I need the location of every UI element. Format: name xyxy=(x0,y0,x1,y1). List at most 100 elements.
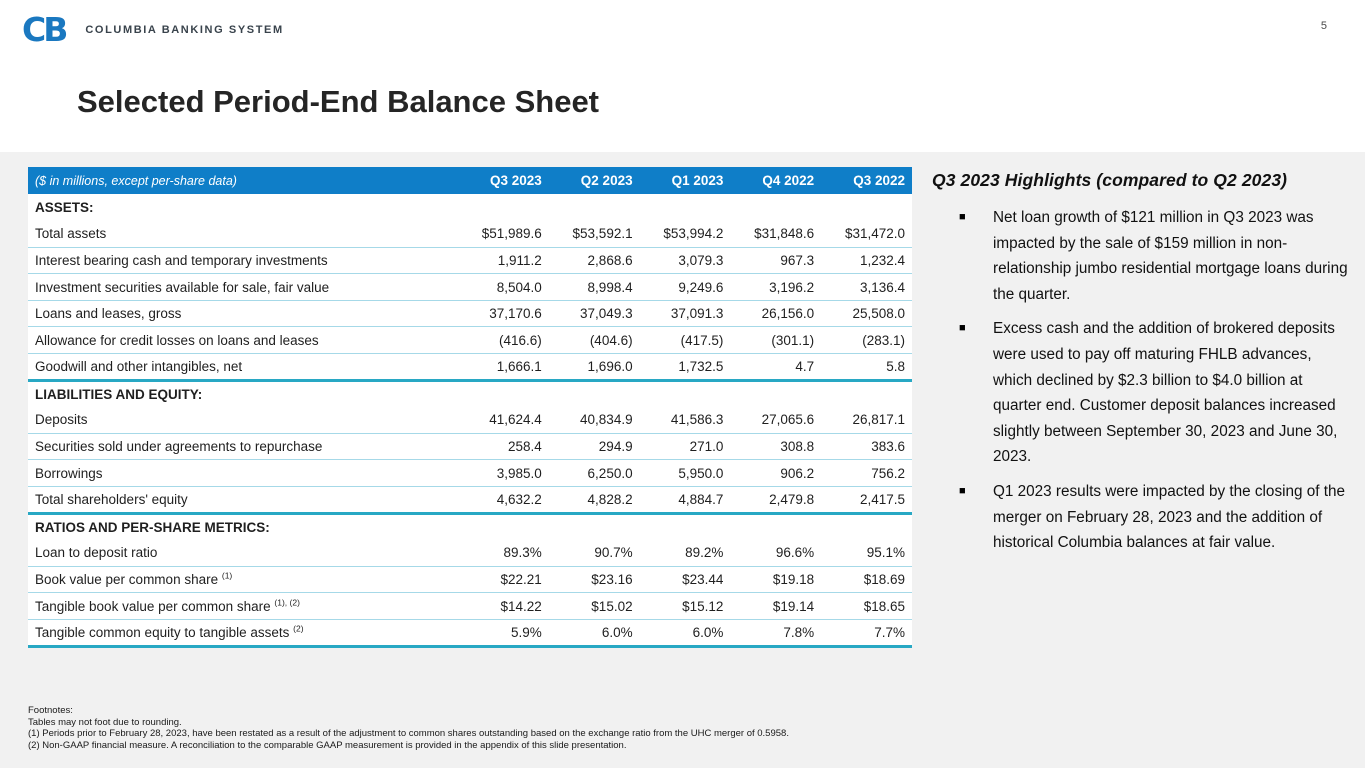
cell-value: 5.8 xyxy=(821,353,912,382)
cell-value: 4.7 xyxy=(730,353,822,382)
table-header: ($ in millions, except per-share data) Q3… xyxy=(28,167,912,194)
company-logo: CB COLUMBIA BANKING SYSTEM xyxy=(22,10,284,50)
row-label: Investment securities available for sale… xyxy=(28,273,458,301)
cell-value: $51,989.6 xyxy=(458,220,549,248)
cell-value: (416.6) xyxy=(458,326,549,355)
cell-value: 2,868.6 xyxy=(548,247,640,275)
cell-value: $22.21 xyxy=(458,566,549,594)
cell-value: 5,950.0 xyxy=(639,459,731,488)
cell-value: 294.9 xyxy=(548,433,640,461)
cell-value: $53,994.2 xyxy=(639,220,731,248)
cell-value: 4,828.2 xyxy=(548,486,640,515)
cell-value: $19.18 xyxy=(730,566,822,594)
row-label: Total shareholders' equity xyxy=(28,486,458,515)
cell-value: 27,065.6 xyxy=(730,406,822,434)
cell-value: 3,196.2 xyxy=(730,273,822,301)
company-name: COLUMBIA BANKING SYSTEM xyxy=(85,24,284,36)
cell-value: $19.14 xyxy=(730,592,822,620)
cell-value: $18.69 xyxy=(821,566,912,594)
highlight-bullet: ■ Q1 2023 results were impacted by the cl… xyxy=(932,479,1348,556)
balance-sheet-table-wrap: ($ in millions, except per-share data) Q3… xyxy=(28,167,912,648)
cell-value: 3,985.0 xyxy=(458,459,549,488)
row-label: Tangible common equity to tangible asset… xyxy=(28,619,458,648)
cell-value: $31,472.0 xyxy=(821,220,912,248)
cell-value: (301.1) xyxy=(730,326,822,355)
cell-value: 6,250.0 xyxy=(548,459,640,488)
cell-value: (283.1) xyxy=(821,326,912,355)
cell-value: 96.6% xyxy=(730,539,822,567)
highlights-panel: Q3 2023 Highlights (compared to Q2 2023)… xyxy=(932,170,1348,565)
page-number: 5 xyxy=(1320,20,1327,32)
table-caption-cell: ($ in millions, except per-share data) xyxy=(28,167,458,194)
cell-value: 26,817.1 xyxy=(821,406,912,434)
footnote-marker: (2) xyxy=(293,623,304,634)
slide-body: ($ in millions, except per-share data) Q3… xyxy=(0,152,1365,768)
cell-value: 258.4 xyxy=(458,433,549,461)
cell-value: 37,049.3 xyxy=(548,300,640,328)
column-header: Q3 2023 xyxy=(458,167,549,194)
footnote-line: Tables may not foot due to rounding. xyxy=(28,716,182,728)
section-heading-row: ASSETS: xyxy=(28,194,912,221)
cell-value: 3,136.4 xyxy=(821,273,912,301)
cell-value: 37,091.3 xyxy=(639,300,731,328)
table-row: Loans and leases, gross 37,170.6 37,049.3 3… xyxy=(28,300,912,328)
cell-value: 1,696.0 xyxy=(548,353,640,382)
cell-value: 6.0% xyxy=(639,619,731,648)
highlights-bullet-list: ■ Net loan growth of $121 million in Q3 2… xyxy=(932,205,1348,556)
highlight-text: Net loan growth of $121 million in Q3 20… xyxy=(993,209,1348,303)
cell-value: 9,249.6 xyxy=(639,273,731,301)
cell-value: (404.6) xyxy=(548,326,640,355)
square-bullet-icon: ■ xyxy=(959,211,966,223)
row-label: Interest bearing cash and temporary inve… xyxy=(28,247,458,275)
cell-value: 7.7% xyxy=(821,619,912,648)
cell-value: 4,884.7 xyxy=(639,486,731,515)
table-row: Allowance for credit losses on loans and… xyxy=(28,326,912,355)
row-label: Goodwill and other intangibles, net xyxy=(28,353,458,382)
cell-value: 271.0 xyxy=(639,433,731,461)
footnote-line: (1) Periods prior to February 28, 2023, … xyxy=(28,728,789,740)
footnotes: Footnotes: Tables may not foot due to rou… xyxy=(28,705,1128,751)
footnote-marker: (1), (2) xyxy=(274,597,300,608)
row-label: Allowance for credit losses on loans and… xyxy=(28,326,458,355)
row-label: Borrowings xyxy=(28,459,458,488)
cell-value: 1,911.2 xyxy=(458,247,549,275)
cell-value: 89.3% xyxy=(458,539,549,567)
row-label: Book value per common share (1) xyxy=(28,566,458,594)
footnote-line: Footnotes: xyxy=(28,705,73,716)
cell-value: 8,998.4 xyxy=(548,273,640,301)
table-row: Deposits 41,624.4 40,834.9 41,586.3 27,065.6… xyxy=(28,406,912,434)
cell-value: 2,417.5 xyxy=(821,486,912,515)
cell-value: 4,632.2 xyxy=(458,486,549,515)
section-heading: RATIOS AND PER-SHARE METRICS: xyxy=(28,513,912,540)
table-row: Goodwill and other intangibles, net 1,666… xyxy=(28,353,912,382)
cell-value: 25,508.0 xyxy=(821,300,912,328)
section-heading-row: LIABILITIES AND EQUITY: xyxy=(28,380,912,407)
cell-value: 1,732.5 xyxy=(639,353,731,382)
row-label: Deposits xyxy=(28,406,458,434)
highlight-text: Q1 2023 results were impacted by the clo… xyxy=(993,482,1346,552)
section-heading: LIABILITIES AND EQUITY: xyxy=(28,380,912,407)
cell-value: $15.02 xyxy=(548,592,640,620)
cell-value: 26,156.0 xyxy=(730,300,822,328)
cell-value: 308.8 xyxy=(730,433,822,461)
table-row: Total shareholders' equity 4,632.2 4,828.2… xyxy=(28,486,912,515)
table-row: Interest bearing cash and temporary inve… xyxy=(28,247,912,275)
table-row: Total assets $51,989.6 $53,592.1 $53,994.2 $… xyxy=(28,220,912,248)
cell-value: 2,479.8 xyxy=(730,486,822,515)
table-row: Tangible common equity to tangible asset… xyxy=(28,619,912,648)
table-row: Investment securities available for sale… xyxy=(28,273,912,301)
footnote-line: (2) Non-GAAP financial measure. A reconc… xyxy=(28,739,627,751)
table-row: Securities sold under agreements to repu… xyxy=(28,433,912,461)
row-label: Total assets xyxy=(28,220,458,248)
cell-value: 40,834.9 xyxy=(548,406,640,434)
table-row: Borrowings 3,985.0 6,250.0 5,950.0 906.2 756.… xyxy=(28,459,912,488)
column-header: Q4 2022 xyxy=(730,167,822,194)
table-row: Book value per common share (1) $22.21 $23… xyxy=(28,566,912,594)
cell-value: 6.0% xyxy=(548,619,640,648)
table-row: Tangible book value per common share (1)… xyxy=(28,592,912,620)
cell-value: 906.2 xyxy=(730,459,822,488)
slide-header: CB COLUMBIA BANKING SYSTEM 5 Selected Pe… xyxy=(0,0,1365,152)
cell-value: 41,586.3 xyxy=(639,406,731,434)
cell-value: 41,624.4 xyxy=(458,406,549,434)
